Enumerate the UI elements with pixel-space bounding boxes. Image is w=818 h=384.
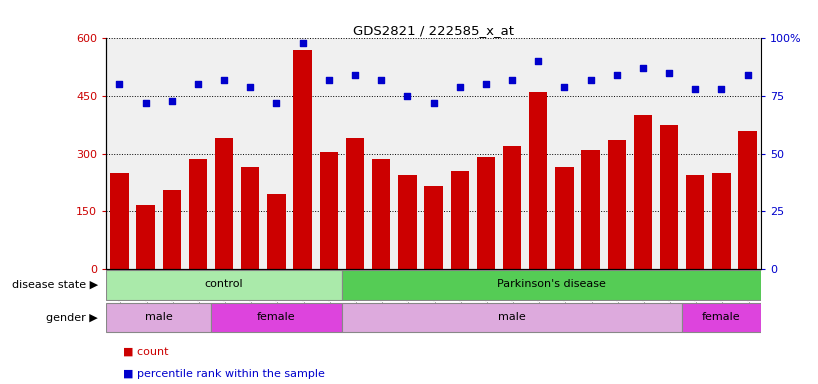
Text: Parkinson's disease: Parkinson's disease [497, 280, 606, 290]
Point [610, 72, 623, 78]
Point [715, 86, 728, 92]
Point [453, 84, 466, 90]
Point [427, 100, 440, 106]
Bar [372, 159, 390, 269]
Bar [660, 125, 678, 269]
Point [165, 98, 178, 104]
Bar [477, 157, 495, 269]
Point [113, 81, 126, 88]
Bar [451, 171, 469, 269]
Point [401, 93, 414, 99]
Point [322, 77, 335, 83]
Point [636, 65, 649, 71]
Text: disease state ▶: disease state ▶ [12, 280, 98, 290]
Bar [320, 152, 338, 269]
Bar [608, 140, 626, 269]
Bar [106, 270, 342, 300]
Bar [425, 186, 443, 269]
Point [663, 70, 676, 76]
Text: male: male [498, 312, 526, 322]
Bar [582, 150, 600, 269]
Bar [137, 205, 155, 269]
Point [191, 81, 204, 88]
Bar [398, 175, 416, 269]
Bar [686, 175, 704, 269]
Point [296, 40, 309, 46]
Text: female: female [257, 312, 296, 322]
Bar [529, 92, 547, 269]
Point [506, 77, 519, 83]
Bar [682, 303, 761, 333]
Point [244, 84, 257, 90]
Bar [712, 173, 730, 269]
Point [532, 58, 545, 65]
Bar [634, 115, 652, 269]
Bar [106, 303, 211, 333]
Bar [739, 131, 757, 269]
Point [218, 77, 231, 83]
Text: gender ▶: gender ▶ [47, 313, 98, 323]
Bar [189, 159, 207, 269]
Text: ■ count: ■ count [123, 346, 169, 357]
Bar [211, 303, 342, 333]
Bar [215, 138, 233, 269]
Text: male: male [145, 312, 173, 322]
Point [270, 100, 283, 106]
Bar [342, 270, 761, 300]
Point [689, 86, 702, 92]
Bar [163, 190, 181, 269]
Bar [241, 167, 259, 269]
Bar [267, 194, 285, 269]
Text: control: control [204, 280, 244, 290]
Text: ■ percentile rank within the sample: ■ percentile rank within the sample [123, 369, 325, 379]
Bar [110, 173, 128, 269]
Point [139, 100, 152, 106]
Title: GDS2821 / 222585_x_at: GDS2821 / 222585_x_at [353, 24, 514, 37]
Point [584, 77, 597, 83]
Bar [294, 50, 312, 269]
Point [348, 72, 362, 78]
Point [375, 77, 388, 83]
Bar [342, 303, 682, 333]
Point [479, 81, 492, 88]
Bar [503, 146, 521, 269]
Bar [346, 138, 364, 269]
Text: female: female [702, 312, 741, 322]
Point [558, 84, 571, 90]
Bar [555, 167, 573, 269]
Point [741, 72, 754, 78]
